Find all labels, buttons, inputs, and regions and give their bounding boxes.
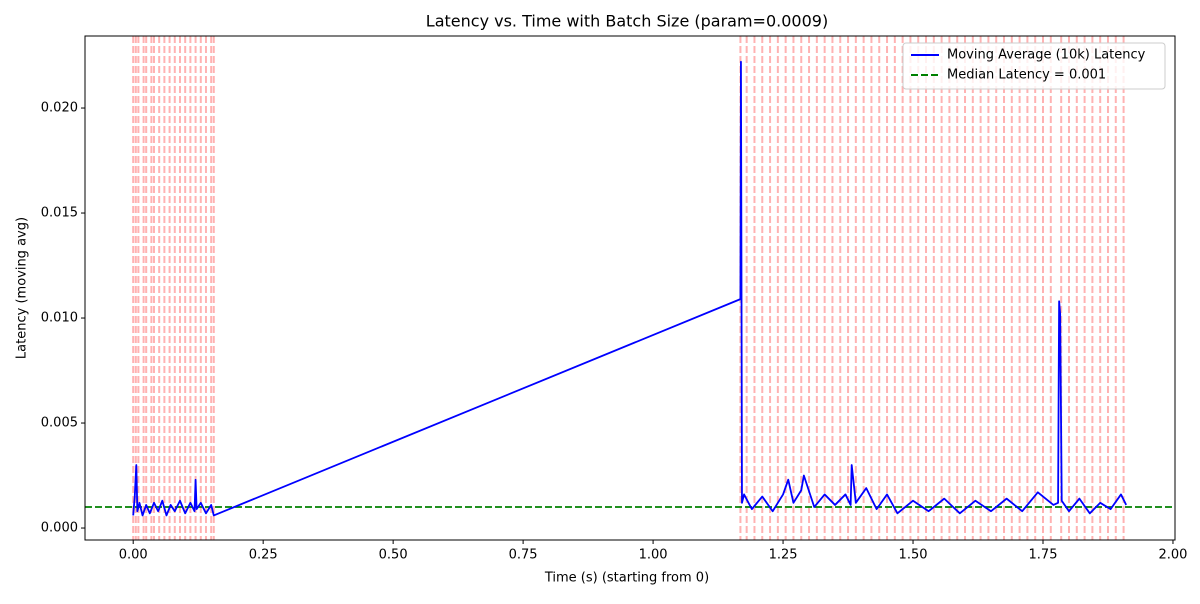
x-tick-label: 2.00 <box>1158 548 1187 563</box>
x-tick-label: 1.00 <box>639 548 668 563</box>
legend-label: Median Latency = 0.001 <box>947 68 1106 83</box>
x-tick-label: 1.50 <box>899 548 928 563</box>
chart-title: Latency vs. Time with Batch Size (param=… <box>426 12 828 31</box>
x-tick-label: 0.75 <box>509 548 538 563</box>
x-tick-label: 1.75 <box>1029 548 1058 563</box>
x-tick-label: 1.25 <box>769 548 798 563</box>
y-tick-label: 0.015 <box>41 206 78 221</box>
x-tick-label: 0.00 <box>119 548 148 563</box>
legend-box <box>902 42 1166 90</box>
x-tick-label: 0.50 <box>379 548 408 563</box>
y-tick-label: 0.020 <box>41 101 78 116</box>
plot-frame <box>84 35 1176 541</box>
y-tick-label: 0.000 <box>41 521 78 536</box>
legend-label: Moving Average (10k) Latency <box>947 48 1146 63</box>
y-tick-label: 0.005 <box>41 416 78 431</box>
series-line <box>132 60 1127 517</box>
x-tick-label: 0.25 <box>249 548 278 563</box>
y-axis-label: Latency (moving avg) <box>15 217 30 359</box>
y-tick-label: 0.010 <box>41 311 78 326</box>
x-axis-label: Time (s) (starting from 0) <box>544 571 709 586</box>
